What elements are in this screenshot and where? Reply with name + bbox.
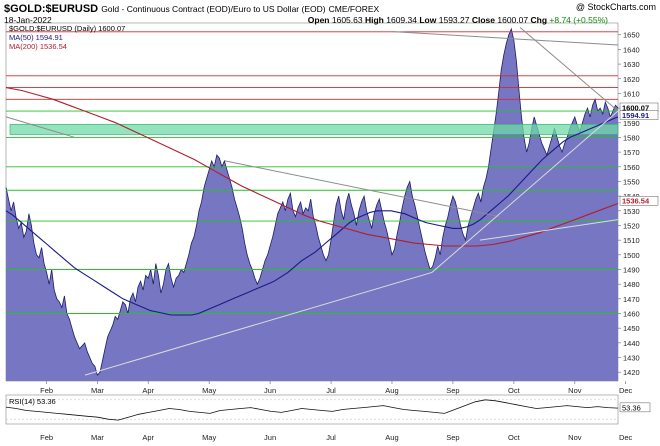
x-tick-label: Mar — [91, 386, 104, 395]
rsi-x-tick-label: Mar — [91, 433, 104, 442]
rsi-panel: 53.36 — [6, 395, 650, 424]
x-tick-label: Feb — [40, 386, 53, 395]
x-tick-label: Dec — [619, 386, 633, 395]
y-tick-label: 1450 — [623, 324, 640, 333]
rsi-x-tick-label: May — [202, 433, 216, 442]
close-value: 1600.07 — [497, 15, 528, 25]
y-tick-label: 1440 — [623, 339, 640, 348]
y-tick-label: 1590 — [623, 119, 640, 128]
y-tick-label: 1510 — [623, 236, 640, 245]
x-tick-label: Jun — [264, 386, 276, 395]
y-tick-label: 1470 — [623, 295, 640, 304]
y-tick-label: 1480 — [623, 280, 640, 289]
y-tick-label: 1650 — [623, 31, 640, 40]
rsi-x-tick-label: Nov — [568, 433, 582, 442]
ticker-description: Gold - Continuous Contract (EOD)/Euro to… — [101, 4, 325, 14]
rsi-last-label: 53.36 — [622, 403, 641, 412]
rsi-legend: RSI(14) 53.36 — [9, 397, 56, 406]
x-tick-label: Jul — [326, 386, 336, 395]
x-tick-label: Sep — [446, 386, 459, 395]
main-plot-area — [6, 23, 618, 381]
y-tick-label: 1630 — [623, 60, 640, 69]
ma50-axis-label: 1594.91 — [622, 111, 649, 120]
legend-ma200: MA(200) 1536.54 — [9, 42, 67, 51]
low-value: 1593.27 — [439, 15, 470, 25]
y-tick-label: 1430 — [623, 354, 640, 363]
open-label: Open — [308, 15, 330, 25]
chg-label: Chg — [530, 15, 547, 25]
rsi-x-tick-label: Jul — [326, 433, 336, 442]
low-label: Low — [419, 15, 436, 25]
legend-ma50: MA(50) 1594.91 — [9, 33, 63, 42]
rsi-x-tick-label: Apr — [142, 433, 154, 442]
rsi-x-tick-label: Jun — [264, 433, 276, 442]
open-value: 1605.63 — [332, 15, 363, 25]
rsi-x-tick-label: Oct — [508, 433, 521, 442]
ohlc-readout: Open 1605.63 High 1609.34 Low 1593.27 Cl… — [308, 15, 608, 25]
y-tick-label: 1520 — [623, 221, 640, 230]
y-tick-label: 1550 — [623, 177, 640, 186]
rsi-x-tick-label: Feb — [40, 433, 53, 442]
support-band — [10, 124, 618, 134]
ticker-symbol: $GOLD:$EURUSD Gold - Continuous Contract… — [4, 3, 379, 15]
y-tick-label: 1560 — [623, 163, 640, 172]
x-tick-label: Oct — [508, 386, 521, 395]
close-label: Close — [472, 15, 495, 25]
y-tick-label: 1490 — [623, 265, 640, 274]
stockcharts-watermark: @ StockCharts.com — [576, 2, 656, 12]
x-tick-label: Apr — [142, 386, 154, 395]
y-tick-label: 1580 — [623, 133, 640, 142]
y-tick-label: 1530 — [623, 207, 640, 216]
x-tick-label: Aug — [385, 386, 398, 395]
y-tick-label: 1620 — [623, 75, 640, 84]
exchange-label: CME/FOREX — [329, 4, 380, 14]
x-tick-label: May — [202, 386, 216, 395]
y-tick-label: 1460 — [623, 310, 640, 319]
y-tick-label: 1500 — [623, 251, 640, 260]
ma200-axis-label: 1536.54 — [622, 197, 650, 206]
legend-main: $GOLD:$EURUSD (Daily) 1600.07 — [9, 24, 125, 33]
high-value: 1609.34 — [386, 15, 417, 25]
chg-value: +8.74 (+0.55%) — [549, 15, 608, 25]
rsi-x-tick-label: Aug — [385, 433, 398, 442]
high-label: High — [365, 15, 384, 25]
y-tick-label: 1420 — [623, 368, 640, 377]
y-tick-label: 1640 — [623, 45, 640, 54]
rsi-x-tick-label: Sep — [446, 433, 459, 442]
y-tick-label: 1610 — [623, 89, 640, 98]
y-tick-label: 1570 — [623, 148, 640, 157]
rsi-x-tick-label: Dec — [619, 433, 633, 442]
x-tick-label: Nov — [568, 386, 582, 395]
